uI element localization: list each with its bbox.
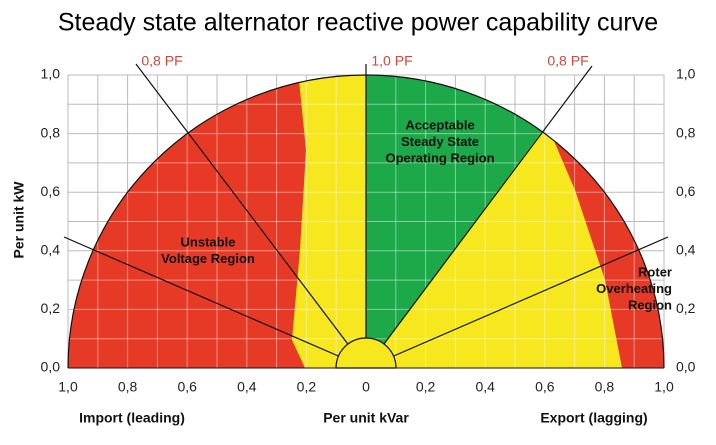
x-tick-label: 0,8 [118, 379, 138, 395]
x-tick-label: 0,2 [297, 379, 317, 395]
pf-line [365, 236, 669, 369]
region-label: Unstable [181, 234, 236, 249]
y-axis-label: Per unit kW [11, 181, 27, 259]
pf-line [365, 65, 593, 369]
y-tick-label: 0,0 [676, 359, 696, 375]
y-tick-label: 1,0 [41, 66, 61, 82]
region-label: Steady State [401, 134, 479, 149]
y-tick-label: 0,6 [676, 183, 696, 199]
x-tick-label: 0,4 [475, 379, 495, 395]
region-label: Voltage Region [161, 251, 255, 266]
pf-line [135, 63, 367, 369]
x-tick-label: 1,0 [58, 379, 78, 395]
region-label: Operating Region [385, 150, 494, 165]
pf-label: 0,8 PF [141, 53, 182, 69]
pf-lines [63, 63, 669, 369]
x-tick-label: 0 [362, 379, 370, 395]
region-label: Overheating [596, 281, 672, 296]
y-tick-label: 0,8 [41, 124, 61, 140]
y-tick-label: 0,2 [41, 300, 61, 316]
x-tick-label: 0,4 [237, 379, 257, 395]
y-tick-label: 0,4 [676, 242, 696, 258]
x-right-label: Export (lagging) [540, 410, 647, 426]
y-tick-label: 0,6 [41, 183, 61, 199]
y-tick-label: 0,2 [676, 300, 696, 316]
x-tick-label: 0,6 [535, 379, 555, 395]
regions [68, 75, 664, 368]
x-tick-label: 0,8 [595, 379, 615, 395]
pf-line [63, 236, 367, 369]
chart-title: Steady state alternator reactive power c… [58, 9, 658, 37]
x-left-label: Import (leading) [79, 410, 185, 426]
y-tick-label: 0,8 [676, 124, 696, 140]
region-label: Roter [638, 264, 672, 279]
y-tick-label: 1,0 [676, 66, 696, 82]
region-label: Region [628, 297, 672, 312]
pf-label: 1,0 PF [371, 53, 412, 69]
y-tick-label: 0,0 [41, 359, 61, 375]
x-tick-label: 1,0 [654, 379, 674, 395]
x-tick-label: 0,2 [416, 379, 436, 395]
center-circle [335, 337, 397, 369]
y-tick-label: 0,4 [41, 242, 61, 258]
pf-label: 0,8 PF [547, 53, 588, 69]
region-label: Acceptable [405, 117, 474, 132]
x-axis-label: Per unit kVar [323, 410, 409, 426]
x-tick-label: 0,6 [177, 379, 197, 395]
